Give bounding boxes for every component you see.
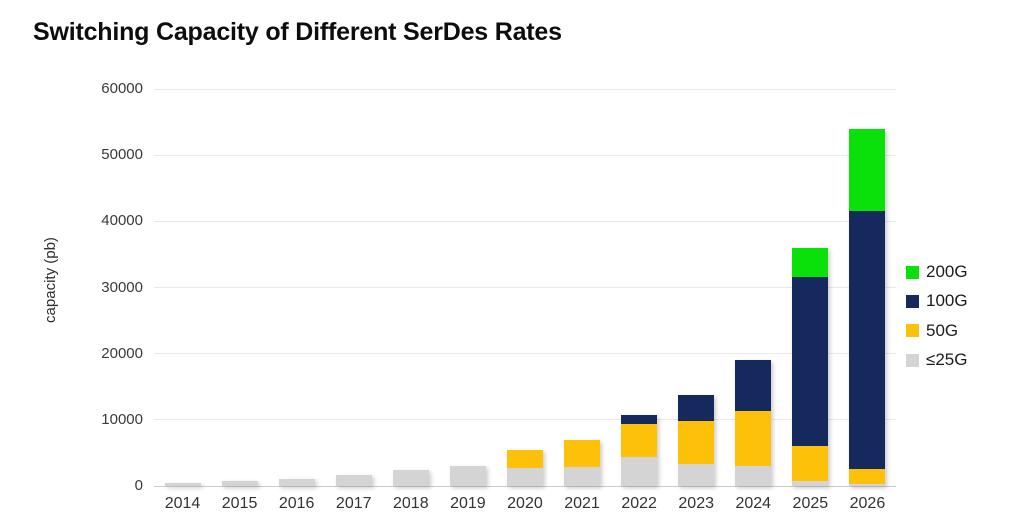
bar-segment-2020-≤25G [507, 468, 543, 486]
y-tick-label-50000: 50000 [101, 146, 143, 164]
bar-segment-2017-≤25G [335, 474, 372, 486]
gridline-10000 [154, 419, 896, 421]
bar-2016 [278, 479, 315, 486]
bar-2018 [392, 470, 429, 486]
bar-segment-2023-100G [678, 394, 715, 421]
bar-2019 [449, 466, 486, 486]
y-tick-label-40000: 40000 [101, 212, 143, 230]
bar-segment-2025-200G [792, 247, 829, 277]
legend: 200G 100G 50G ≤25G [906, 262, 968, 380]
bar-segment-2025-≤25G [792, 480, 829, 486]
x-tick-label-2015: 2015 [221, 495, 258, 512]
legend-item-200g: 200G [906, 262, 968, 282]
plot-area [154, 88, 896, 487]
bar-segment-2020-50G [507, 449, 543, 469]
y-axis-title: capacity (pb) [42, 237, 59, 323]
bar-segment-2018-≤25G [392, 470, 429, 486]
bar-segment-2021-≤25G [564, 466, 601, 486]
legend-label-le25g: ≤25G [926, 350, 968, 370]
bar-segment-2015-≤25G [221, 480, 258, 486]
chart-title: Switching Capacity of Different SerDes R… [33, 18, 562, 46]
bar-2025 [792, 247, 829, 486]
bar-2023 [678, 394, 715, 486]
y-tick-label-0: 0 [134, 477, 143, 494]
bar-segment-2025-50G [792, 446, 829, 481]
bar-segment-2021-50G [564, 439, 601, 467]
legend-label-200g: 200G [926, 262, 968, 281]
bar-segment-2023-50G [678, 420, 715, 465]
bar-segment-2014-≤25G [164, 483, 201, 486]
x-tick-label-2020: 2020 [507, 495, 543, 512]
legend-item-le25g: ≤25G [906, 350, 968, 370]
x-tick-label-2022: 2022 [621, 495, 657, 512]
x-tick-label-2017: 2017 [335, 495, 372, 512]
bar-2021 [564, 439, 601, 486]
legend-item-100g: 100G [906, 291, 968, 311]
legend-swatch-100g-icon [906, 295, 919, 309]
gridline-50000 [154, 154, 896, 156]
bar-segment-2022-≤25G [621, 456, 658, 486]
bar-2022 [621, 414, 658, 486]
legend-label-100g: 100G [926, 291, 968, 311]
x-tick-label-2019: 2019 [450, 495, 486, 512]
legend-item-50g: 50G [906, 321, 968, 341]
y-tick-label-60000: 60000 [101, 80, 143, 97]
bar-segment-2026-100G [849, 210, 886, 469]
bar-segment-2022-50G [621, 423, 658, 457]
legend-label-50g: 50G [926, 320, 959, 340]
bar-2017 [335, 474, 372, 486]
y-tick-label-10000: 10000 [101, 410, 143, 428]
bar-segment-2024-50G [735, 410, 772, 467]
bar-segment-2022-100G [621, 414, 658, 424]
y-tick-label-30000: 30000 [101, 278, 143, 296]
x-tick-label-2014: 2014 [164, 495, 201, 512]
bar-segment-2024-≤25G [735, 466, 772, 486]
bar-2026 [849, 128, 886, 486]
bar-2020 [507, 449, 543, 486]
bar-segment-2024-100G [735, 360, 772, 411]
bar-segment-2026-≤25G [849, 484, 886, 486]
legend-swatch-le25g-icon [906, 353, 919, 367]
x-tick-label-2026: 2026 [849, 495, 886, 512]
x-tick-label-2018: 2018 [393, 495, 429, 512]
gridline-30000 [154, 287, 896, 288]
legend-swatch-50g-icon [906, 324, 919, 338]
bar-segment-2023-≤25G [678, 464, 715, 486]
bar-segment-2025-100G [792, 276, 829, 447]
bar-2024 [735, 360, 772, 486]
x-tick-label-2016: 2016 [278, 495, 315, 512]
gridline-20000 [154, 353, 896, 355]
gridline-0 [154, 485, 896, 487]
bar-2015 [221, 480, 258, 486]
y-tick-label-20000: 20000 [101, 344, 143, 362]
x-tick-label-2023: 2023 [678, 495, 714, 512]
gridline-60000 [154, 88, 896, 90]
bar-segment-2026-200G [849, 128, 886, 211]
x-tick-label-2021: 2021 [564, 495, 600, 512]
bar-segment-2026-50G [849, 468, 886, 485]
bar-segment-2016-≤25G [278, 479, 315, 486]
x-tick-label-2024: 2024 [735, 495, 772, 512]
x-tick-label-2025: 2025 [792, 495, 829, 512]
bar-2014 [164, 483, 201, 486]
gridline-40000 [154, 220, 896, 222]
bar-segment-2019-≤25G [449, 466, 486, 486]
legend-swatch-200g-icon [906, 265, 919, 279]
